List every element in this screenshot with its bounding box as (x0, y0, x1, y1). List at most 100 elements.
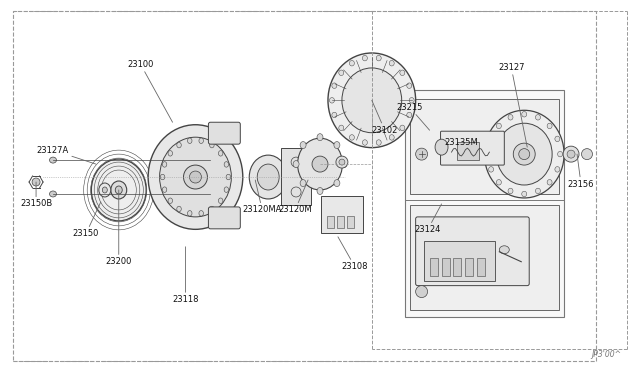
Ellipse shape (148, 125, 243, 229)
Bar (429, 258, 438, 276)
Ellipse shape (218, 198, 223, 203)
FancyBboxPatch shape (281, 148, 311, 205)
Ellipse shape (226, 174, 230, 180)
Circle shape (415, 148, 428, 160)
Ellipse shape (334, 142, 340, 148)
FancyBboxPatch shape (415, 217, 529, 286)
Ellipse shape (484, 110, 564, 198)
Text: 23150B: 23150B (20, 182, 52, 208)
Text: 23102: 23102 (372, 100, 398, 135)
Circle shape (312, 156, 328, 172)
Ellipse shape (218, 151, 223, 156)
Ellipse shape (49, 191, 56, 197)
Circle shape (336, 156, 348, 168)
Ellipse shape (407, 83, 412, 89)
Bar (404, 90, 564, 317)
Ellipse shape (376, 140, 381, 145)
Ellipse shape (332, 83, 337, 89)
Ellipse shape (334, 180, 340, 187)
Circle shape (189, 171, 202, 183)
Ellipse shape (317, 134, 323, 141)
Ellipse shape (298, 138, 342, 190)
Circle shape (582, 149, 593, 160)
Text: 23127A: 23127A (37, 145, 96, 164)
Ellipse shape (349, 61, 355, 66)
Bar (442, 258, 449, 276)
Ellipse shape (389, 135, 394, 140)
Ellipse shape (400, 70, 405, 76)
Ellipse shape (210, 206, 214, 212)
Text: 23100: 23100 (127, 60, 173, 122)
Ellipse shape (92, 159, 146, 221)
Ellipse shape (409, 97, 414, 103)
Ellipse shape (349, 135, 355, 140)
Ellipse shape (497, 123, 552, 185)
Ellipse shape (224, 162, 228, 167)
Text: 23120M: 23120M (278, 180, 312, 214)
Text: 23200: 23200 (106, 190, 132, 266)
Ellipse shape (168, 198, 173, 203)
Ellipse shape (508, 188, 513, 194)
Ellipse shape (557, 151, 563, 157)
Ellipse shape (177, 206, 181, 212)
Text: JP3'00^: JP3'00^ (591, 350, 621, 359)
Ellipse shape (300, 180, 306, 187)
FancyBboxPatch shape (209, 207, 240, 229)
Text: 23156: 23156 (568, 154, 595, 189)
Bar (477, 258, 485, 276)
Bar (410, 205, 559, 310)
Circle shape (513, 143, 535, 165)
Bar (465, 258, 474, 276)
Ellipse shape (342, 68, 402, 133)
FancyBboxPatch shape (440, 131, 504, 165)
Ellipse shape (407, 112, 412, 118)
Ellipse shape (163, 162, 167, 167)
Ellipse shape (102, 187, 108, 193)
FancyBboxPatch shape (424, 241, 495, 280)
Ellipse shape (376, 55, 381, 61)
Ellipse shape (177, 142, 181, 148)
Text: 23124: 23124 (415, 204, 442, 234)
Ellipse shape (339, 70, 344, 76)
Ellipse shape (300, 142, 306, 148)
Ellipse shape (522, 112, 527, 117)
Text: 23120MA: 23120MA (243, 180, 282, 214)
Ellipse shape (536, 188, 540, 194)
Text: 23127: 23127 (498, 63, 527, 147)
Ellipse shape (199, 211, 204, 216)
Ellipse shape (249, 155, 287, 199)
Circle shape (415, 286, 428, 298)
FancyBboxPatch shape (209, 122, 240, 144)
Circle shape (32, 178, 40, 186)
Ellipse shape (362, 55, 367, 61)
Circle shape (567, 150, 575, 158)
Circle shape (563, 146, 579, 162)
Ellipse shape (317, 187, 323, 195)
Bar (410, 99, 559, 194)
Circle shape (519, 149, 530, 160)
Ellipse shape (163, 187, 167, 192)
Bar (458, 142, 479, 160)
Text: 23118: 23118 (172, 247, 199, 304)
Ellipse shape (188, 138, 192, 144)
Ellipse shape (508, 115, 513, 120)
Ellipse shape (499, 246, 509, 254)
Ellipse shape (555, 167, 560, 172)
Ellipse shape (555, 136, 560, 142)
Ellipse shape (115, 186, 122, 194)
Ellipse shape (488, 136, 493, 142)
Ellipse shape (293, 161, 299, 167)
Ellipse shape (486, 151, 491, 157)
Ellipse shape (497, 180, 501, 185)
Ellipse shape (522, 191, 527, 197)
Text: 23135M: 23135M (445, 138, 478, 147)
Ellipse shape (536, 115, 540, 120)
Circle shape (184, 165, 207, 189)
Ellipse shape (161, 174, 165, 180)
Ellipse shape (224, 187, 228, 192)
Ellipse shape (435, 139, 448, 155)
Bar (337, 216, 344, 228)
Ellipse shape (332, 112, 337, 118)
Text: 23150: 23150 (73, 202, 101, 238)
Circle shape (339, 159, 345, 165)
